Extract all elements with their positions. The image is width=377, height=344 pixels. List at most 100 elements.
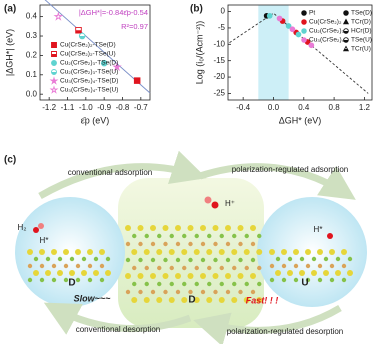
x-tick-label: -1.1 <box>61 103 75 112</box>
atom <box>162 273 169 279</box>
atom <box>225 241 231 247</box>
marker <box>295 31 302 38</box>
legend-label: Pt <box>309 10 315 17</box>
atom <box>27 249 33 255</box>
legend-marker <box>301 37 307 43</box>
atom <box>188 257 193 263</box>
atom <box>75 263 81 269</box>
atom <box>323 256 329 262</box>
atom <box>150 289 156 295</box>
atom <box>231 297 238 303</box>
arrow <box>198 163 356 200</box>
atom <box>105 256 111 262</box>
atom <box>157 281 162 287</box>
marker-half-fill <box>51 54 57 57</box>
atom <box>63 263 69 269</box>
atom <box>45 270 51 276</box>
legend-label: Cu₃(CrSe₂)₄-TSe(D) <box>60 78 118 85</box>
atom <box>257 265 262 271</box>
atom <box>163 289 168 295</box>
atom <box>218 249 225 255</box>
atom <box>250 225 256 231</box>
atom <box>150 273 156 279</box>
atom <box>69 256 75 262</box>
atom <box>204 196 212 204</box>
lattice <box>27 225 353 303</box>
atom <box>269 263 275 269</box>
atom <box>175 225 181 231</box>
atom <box>132 265 137 271</box>
atom <box>175 257 181 263</box>
marker <box>289 26 296 33</box>
species-label: H₂ <box>18 223 27 232</box>
y-tick-label: 0.1 <box>26 70 38 79</box>
marker <box>266 12 273 19</box>
atom <box>125 273 131 279</box>
marker-half-fill <box>79 36 85 39</box>
y-tick-label: 0.3 <box>26 31 38 40</box>
panel-label: (b) <box>190 4 203 15</box>
atom <box>311 256 317 262</box>
x-tick-label: -0.8 <box>116 103 130 112</box>
legend-label: TCr(D) <box>351 19 371 26</box>
atom <box>182 265 187 271</box>
atom <box>38 223 44 229</box>
atom <box>194 281 199 287</box>
atom <box>281 277 287 283</box>
x-tick-label: 1.2 <box>359 103 371 112</box>
volcano-curve <box>229 12 369 94</box>
atom <box>51 263 57 269</box>
atom <box>341 263 347 269</box>
atom <box>238 289 243 295</box>
atom <box>323 270 329 276</box>
atom <box>194 265 199 271</box>
species-label: H⁺ <box>225 199 235 208</box>
atom <box>138 257 143 263</box>
atom <box>287 256 293 262</box>
legend-label: Cu(CrSe₂)₂-TSe(U) <box>60 51 116 58</box>
atom <box>244 233 249 239</box>
atom <box>275 270 281 276</box>
y-axis-label: Log (i₀/(Acm⁻²)) <box>194 21 204 85</box>
atom <box>194 233 199 239</box>
legend-marker <box>301 28 307 34</box>
atom <box>225 257 231 263</box>
y-tick-label: 0.2 <box>26 51 38 60</box>
atom <box>39 263 45 269</box>
atom <box>125 289 131 295</box>
atom <box>327 233 333 239</box>
atom <box>156 249 163 255</box>
atom <box>347 270 353 276</box>
atom <box>250 241 256 247</box>
y-tick-label: 0 <box>221 7 226 16</box>
atom <box>162 225 169 231</box>
annotation: R²=0.97 <box>121 22 148 31</box>
atom <box>211 201 219 209</box>
atom <box>125 225 131 231</box>
annotation: |ΔGH*|=-0.84ε̄p-0.54 <box>79 8 148 17</box>
atom <box>175 241 181 247</box>
atom <box>269 277 275 283</box>
atom <box>329 249 335 255</box>
atom <box>157 233 162 239</box>
marker-half-fill <box>343 49 349 51</box>
x-tick-label: -1.2 <box>42 103 56 112</box>
panel-label: (a) <box>4 4 16 15</box>
atom <box>187 273 194 279</box>
atom <box>225 225 231 231</box>
atom <box>138 241 143 247</box>
atom <box>232 281 237 287</box>
y-axis-label: |ΔGH*| (eV) <box>4 29 14 76</box>
atom <box>329 263 335 269</box>
atom <box>244 281 249 287</box>
atom <box>200 289 206 295</box>
atom <box>305 263 311 269</box>
atom <box>212 225 219 231</box>
species-label: H* <box>40 236 49 245</box>
atom <box>156 297 163 303</box>
atom <box>187 225 194 231</box>
atom <box>69 270 75 276</box>
legend-marker <box>301 19 307 25</box>
atom <box>169 233 174 239</box>
atom <box>138 289 143 295</box>
